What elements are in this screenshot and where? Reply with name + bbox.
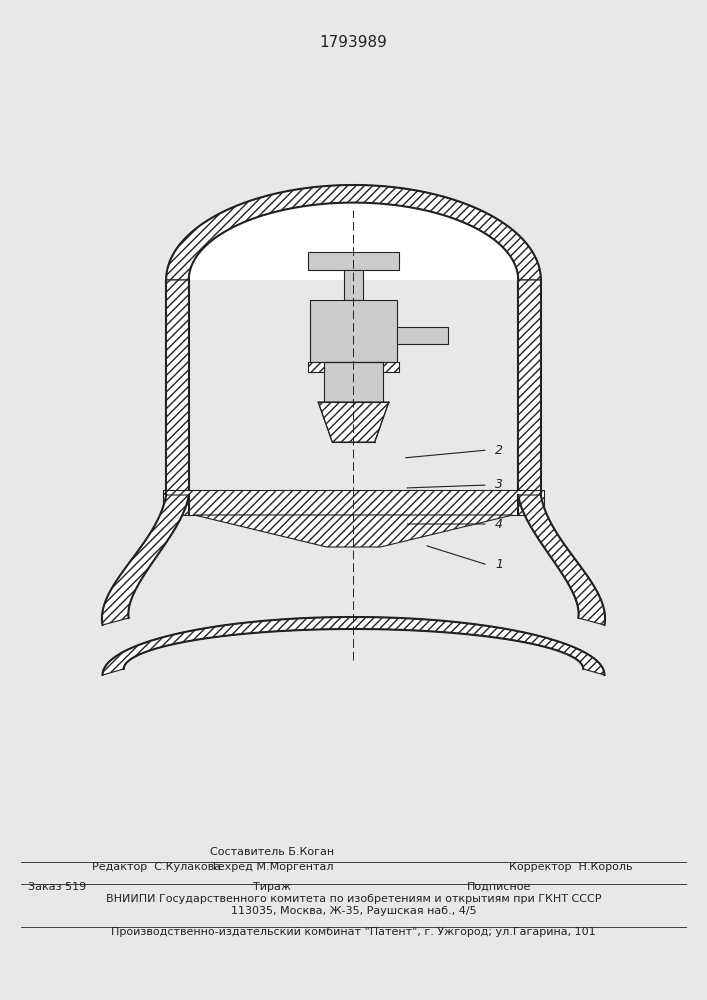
Polygon shape <box>103 617 604 675</box>
Polygon shape <box>324 362 383 402</box>
Text: 1: 1 <box>495 558 503 572</box>
Text: Подписное: Подписное <box>467 882 531 892</box>
Text: 4: 4 <box>495 518 503 530</box>
Text: 2: 2 <box>495 444 503 456</box>
Text: Производственно-издательский комбинат "Патент", г. Ужгород; ул.Гагарина, 101: Производственно-издательский комбинат "П… <box>111 927 596 937</box>
Text: Заказ 519: Заказ 519 <box>28 882 86 892</box>
Polygon shape <box>166 185 541 280</box>
Polygon shape <box>166 280 189 495</box>
Text: Корректор  Н.Король: Корректор Н.Король <box>509 862 633 872</box>
Polygon shape <box>344 270 363 300</box>
Text: 3: 3 <box>495 479 503 491</box>
Text: Редактор  С.Кулакова: Редактор С.Кулакова <box>92 862 221 872</box>
Polygon shape <box>189 203 518 280</box>
Polygon shape <box>102 495 189 625</box>
Polygon shape <box>518 280 541 495</box>
Text: 1793989: 1793989 <box>320 35 387 50</box>
Polygon shape <box>308 252 399 270</box>
Text: Составитель Б.Коган: Составитель Б.Коган <box>210 847 334 857</box>
Text: 113035, Москва, Ж-35, Раушская наб., 4/5: 113035, Москва, Ж-35, Раушская наб., 4/5 <box>230 906 477 916</box>
Polygon shape <box>308 362 399 372</box>
Text: Тираж: Тираж <box>253 882 291 892</box>
Polygon shape <box>518 495 605 625</box>
Polygon shape <box>318 402 389 442</box>
Text: Техред М.Моргентал: Техред М.Моргентал <box>211 862 334 872</box>
Polygon shape <box>397 327 448 344</box>
Polygon shape <box>163 490 544 515</box>
Polygon shape <box>310 300 397 362</box>
Polygon shape <box>194 515 513 547</box>
Text: ВНИИПИ Государственного комитета по изобретениям и открытиям при ГКНТ СССР: ВНИИПИ Государственного комитета по изоб… <box>106 894 601 904</box>
